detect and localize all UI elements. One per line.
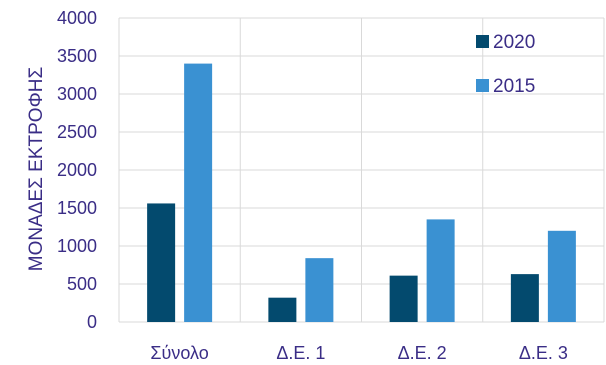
- x-tick-label: Δ.Ε. 3: [519, 343, 568, 363]
- legend-swatch: [476, 35, 489, 48]
- legend: 2020 2015: [476, 32, 535, 97]
- bar-2020-4: [510, 274, 539, 322]
- legend-swatch: [476, 79, 489, 92]
- y-axis-title: ΜΟΝΑΔΕΣ ΕΚΤΡΟΦΗΣ: [26, 67, 47, 271]
- y-tick-label: 1000: [57, 236, 97, 256]
- x-tick-label: Δ.Ε. 1: [276, 343, 325, 363]
- y-tick-label: 3000: [57, 84, 97, 104]
- bar-2020-2: [268, 297, 297, 322]
- bars: [147, 63, 576, 322]
- x-tick-label: Δ.Ε. 2: [398, 343, 447, 363]
- legend-label: 2015: [493, 76, 535, 97]
- y-tick-label: 3500: [57, 46, 97, 66]
- y-tick-label: 0: [87, 312, 97, 332]
- y-tick-label: 500: [67, 274, 97, 294]
- y-tick-label: 4000: [57, 8, 97, 28]
- x-tick-label: Σύνολο: [150, 343, 208, 363]
- legend-label: 2020: [493, 32, 535, 53]
- bar-2020-1: [147, 203, 176, 322]
- x-axis-ticks: Σύνολο Δ.Ε. 1 Δ.Ε. 2 Δ.Ε. 3: [150, 343, 567, 363]
- y-tick-label: 2500: [57, 122, 97, 142]
- bar-2020-3: [389, 275, 418, 322]
- bar-2015-1: [184, 63, 213, 322]
- y-tick-label: 1500: [57, 198, 97, 218]
- y-axis-ticks: 0 500 1000 1500 2000 2500 3000 3500 4000: [57, 8, 97, 332]
- bar-2015-4: [547, 230, 576, 322]
- bar-2015-2: [305, 258, 334, 322]
- bar-2015-3: [426, 219, 455, 322]
- y-tick-label: 2000: [57, 160, 97, 180]
